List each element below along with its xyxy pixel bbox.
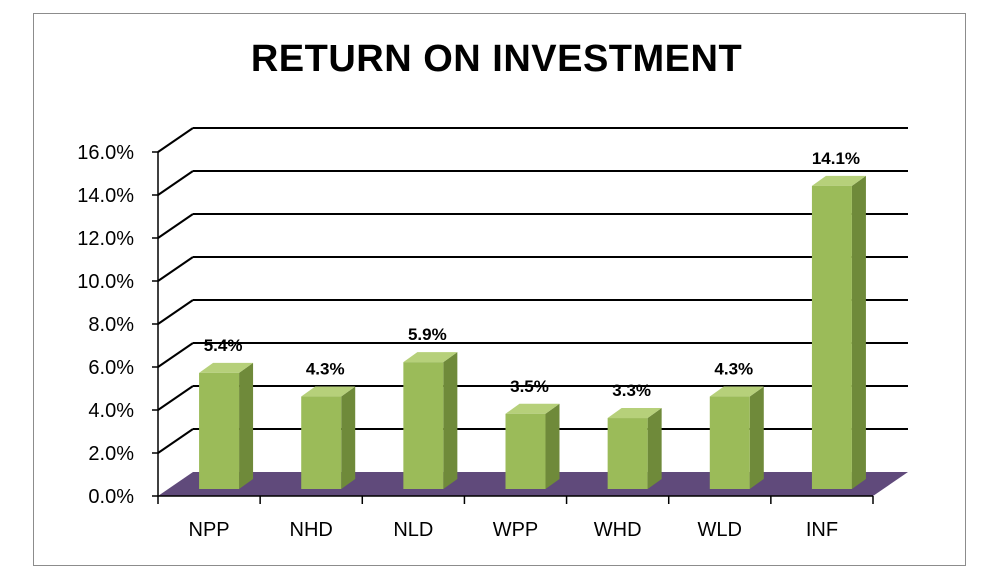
gridline-side <box>157 170 194 196</box>
data-label: 3.3% <box>612 381 651 400</box>
gridline-side <box>157 256 194 282</box>
gridline-side <box>157 342 194 368</box>
gridline-side <box>157 127 194 153</box>
x-tick-label: NPP <box>189 519 230 541</box>
bar-top <box>709 386 764 397</box>
x-tick-label: WPP <box>493 519 539 541</box>
y-tick-label: 4.0% <box>88 400 134 422</box>
gridline-side <box>157 428 194 454</box>
bar-top <box>811 175 866 186</box>
bar-side <box>443 352 458 489</box>
bar-top <box>301 386 356 397</box>
bar-side <box>749 386 764 489</box>
bar-side <box>239 362 254 489</box>
chart-title: RETURN ON INVESTMENT <box>250 38 743 80</box>
bar-side <box>647 408 662 489</box>
data-label: 4.3% <box>306 360 345 379</box>
data-label: 5.9% <box>408 325 447 344</box>
y-tick-label: 12.0% <box>77 228 134 250</box>
bar <box>505 413 546 489</box>
bar <box>199 372 240 489</box>
bar-side <box>341 386 356 489</box>
gridline-side <box>157 299 194 325</box>
x-tick-label: NLD <box>393 519 433 541</box>
bar-top <box>199 362 254 373</box>
y-tick-label: 16.0% <box>77 142 134 164</box>
bar-top <box>505 403 560 414</box>
bar-top <box>607 408 662 419</box>
bar <box>301 396 342 489</box>
data-label: 3.5% <box>510 377 549 396</box>
y-tick-label: 2.0% <box>88 443 134 465</box>
bar <box>709 396 750 489</box>
bar-top <box>403 352 458 363</box>
bar <box>607 418 648 489</box>
x-tick-label: WHD <box>594 519 642 541</box>
data-label: 14.1% <box>812 149 860 168</box>
x-tick-label: INF <box>806 519 838 541</box>
bar <box>403 362 444 489</box>
bar-side <box>545 403 560 489</box>
x-tick-label: WLD <box>698 519 742 541</box>
x-tick-label: NHD <box>290 519 333 541</box>
y-tick-label: 8.0% <box>88 314 134 336</box>
data-label: 5.4% <box>204 336 243 355</box>
bar-side <box>851 175 866 489</box>
gridline-side <box>157 213 194 239</box>
y-tick-label: 10.0% <box>77 271 134 293</box>
y-tick-label: 0.0% <box>88 486 134 508</box>
y-tick-label: 14.0% <box>77 185 134 207</box>
y-tick-label: 6.0% <box>88 357 134 379</box>
gridline-side <box>157 385 194 411</box>
bar <box>811 185 852 489</box>
data-label: 4.3% <box>714 360 753 379</box>
